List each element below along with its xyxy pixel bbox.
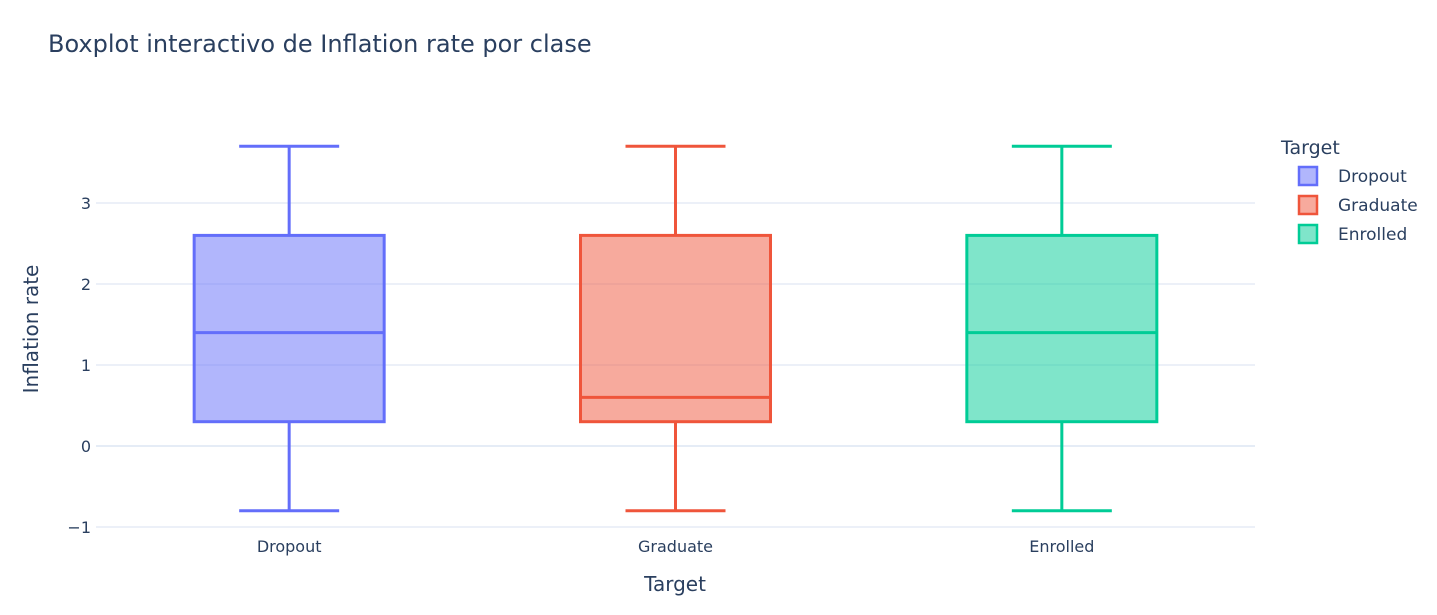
y-tick-labels: −1 0 1 2 3 <box>67 194 91 537</box>
iqr-box <box>965 233 1159 424</box>
x-axis-title: Target <box>643 572 706 596</box>
y-tick-label: −1 <box>67 518 91 537</box>
y-tick-label: 1 <box>81 356 91 375</box>
y-tick-label: 0 <box>81 437 91 456</box>
legend-item-graduate[interactable]: Graduate <box>1297 194 1418 216</box>
box-graduate[interactable] <box>579 144 772 513</box>
x-tick-label: Enrolled <box>1029 537 1094 556</box>
x-tick-label: Graduate <box>638 537 713 556</box>
x-tick-label: Dropout <box>257 537 322 556</box>
legend: Target Dropout Graduate Enrolled <box>1280 137 1418 245</box>
box-enrolled[interactable] <box>965 144 1159 513</box>
y-tick-label: 3 <box>81 194 91 213</box>
box-dropout[interactable] <box>192 144 386 513</box>
x-tick-labels: Dropout Graduate Enrolled <box>257 537 1095 556</box>
legend-title: Target <box>1280 137 1340 159</box>
y-axis-title: Inflation rate <box>19 265 43 394</box>
legend-swatch <box>1297 194 1319 216</box>
legend-label: Graduate <box>1338 196 1418 216</box>
y-tick-label: 2 <box>81 275 91 294</box>
iqr-box <box>579 233 772 424</box>
legend-item-dropout[interactable]: Dropout <box>1297 165 1407 187</box>
iqr-box <box>192 233 386 424</box>
legend-label: Enrolled <box>1338 225 1407 245</box>
legend-items: Dropout Graduate Enrolled <box>1297 165 1418 245</box>
legend-swatch <box>1297 223 1319 245</box>
box-layer <box>192 144 1159 513</box>
legend-swatch <box>1297 165 1319 187</box>
chart-title: Boxplot interactivo de Inflation rate po… <box>48 30 592 58</box>
legend-label: Dropout <box>1338 167 1407 187</box>
legend-item-enrolled[interactable]: Enrolled <box>1297 223 1407 245</box>
